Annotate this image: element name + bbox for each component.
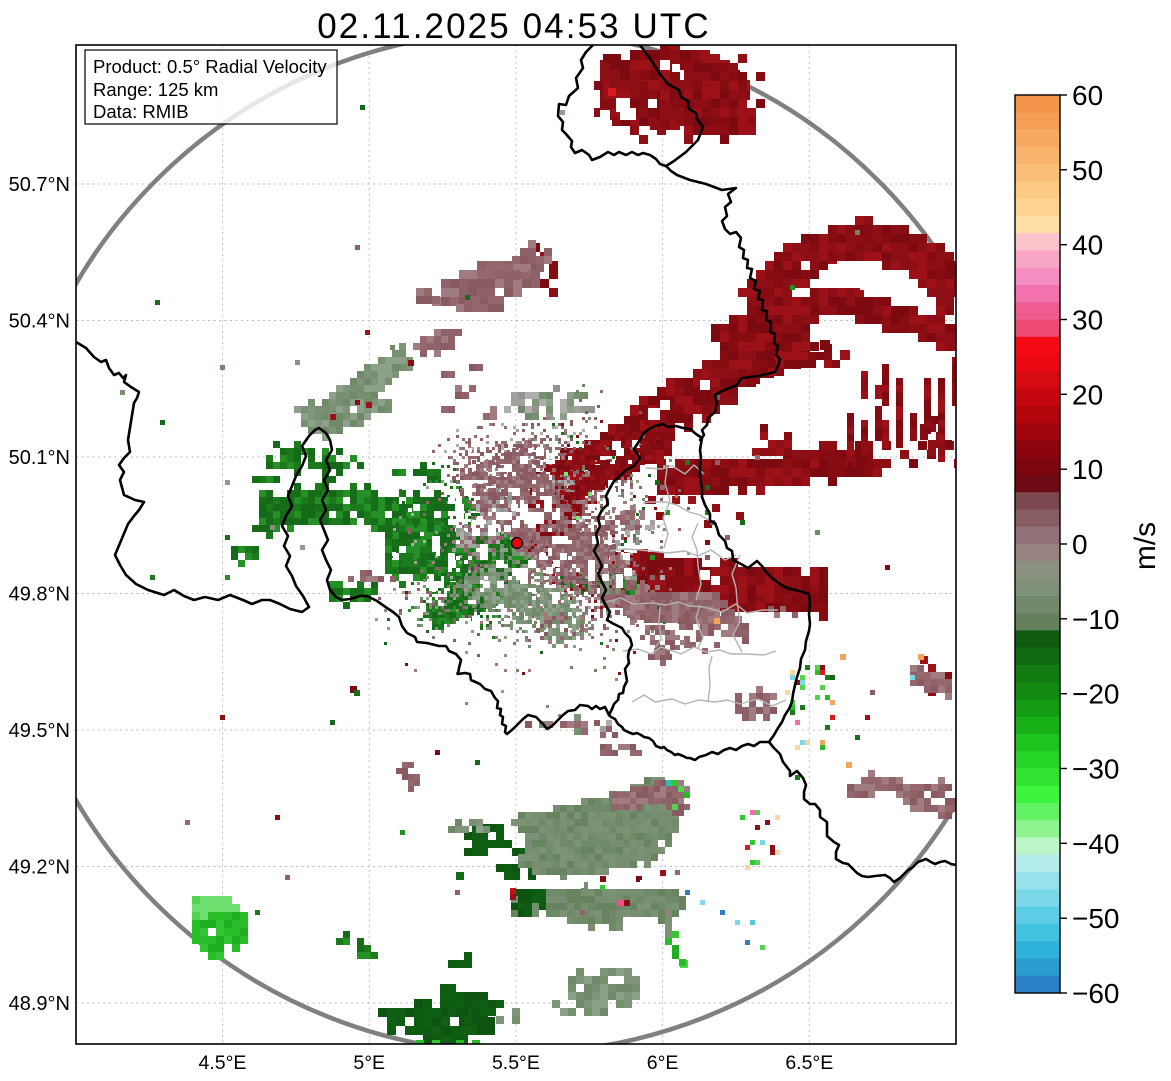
svg-text:5.5°E: 5.5°E	[492, 1052, 540, 1074]
svg-text:30: 30	[1072, 305, 1103, 336]
svg-text:10: 10	[1072, 454, 1103, 485]
svg-text:Product: 0.5° Radial Velocity: Product: 0.5° Radial Velocity	[93, 56, 327, 77]
svg-text:−20: −20	[1072, 679, 1120, 710]
svg-text:49.5°N: 49.5°N	[9, 720, 70, 742]
svg-text:40: 40	[1072, 230, 1103, 261]
svg-text:50.1°N: 50.1°N	[9, 447, 70, 469]
svg-text:−10: −10	[1072, 604, 1120, 635]
svg-text:Range: 125 km: Range: 125 km	[93, 79, 218, 100]
svg-text:50.4°N: 50.4°N	[9, 311, 70, 333]
svg-text:50: 50	[1072, 155, 1103, 186]
svg-text:49.8°N: 49.8°N	[9, 584, 70, 606]
svg-text:−30: −30	[1072, 754, 1120, 785]
svg-text:6°E: 6°E	[647, 1052, 679, 1074]
svg-text:49.2°N: 49.2°N	[9, 857, 70, 879]
svg-text:m/s: m/s	[1129, 522, 1162, 570]
svg-text:4.5°E: 4.5°E	[199, 1052, 247, 1074]
svg-text:20: 20	[1072, 379, 1103, 410]
svg-text:−60: −60	[1072, 978, 1120, 1009]
svg-text:02.11.2025 04:53 UTC: 02.11.2025 04:53 UTC	[317, 7, 711, 46]
svg-text:−40: −40	[1072, 828, 1120, 859]
svg-text:5°E: 5°E	[353, 1052, 385, 1074]
svg-text:60: 60	[1072, 80, 1103, 111]
svg-text:48.9°N: 48.9°N	[9, 993, 70, 1015]
svg-text:−50: −50	[1072, 903, 1120, 934]
svg-text:50.7°N: 50.7°N	[9, 174, 70, 196]
svg-text:6.5°E: 6.5°E	[785, 1052, 833, 1074]
svg-text:Data: RMIB: Data: RMIB	[93, 101, 189, 122]
svg-text:0: 0	[1072, 529, 1088, 560]
